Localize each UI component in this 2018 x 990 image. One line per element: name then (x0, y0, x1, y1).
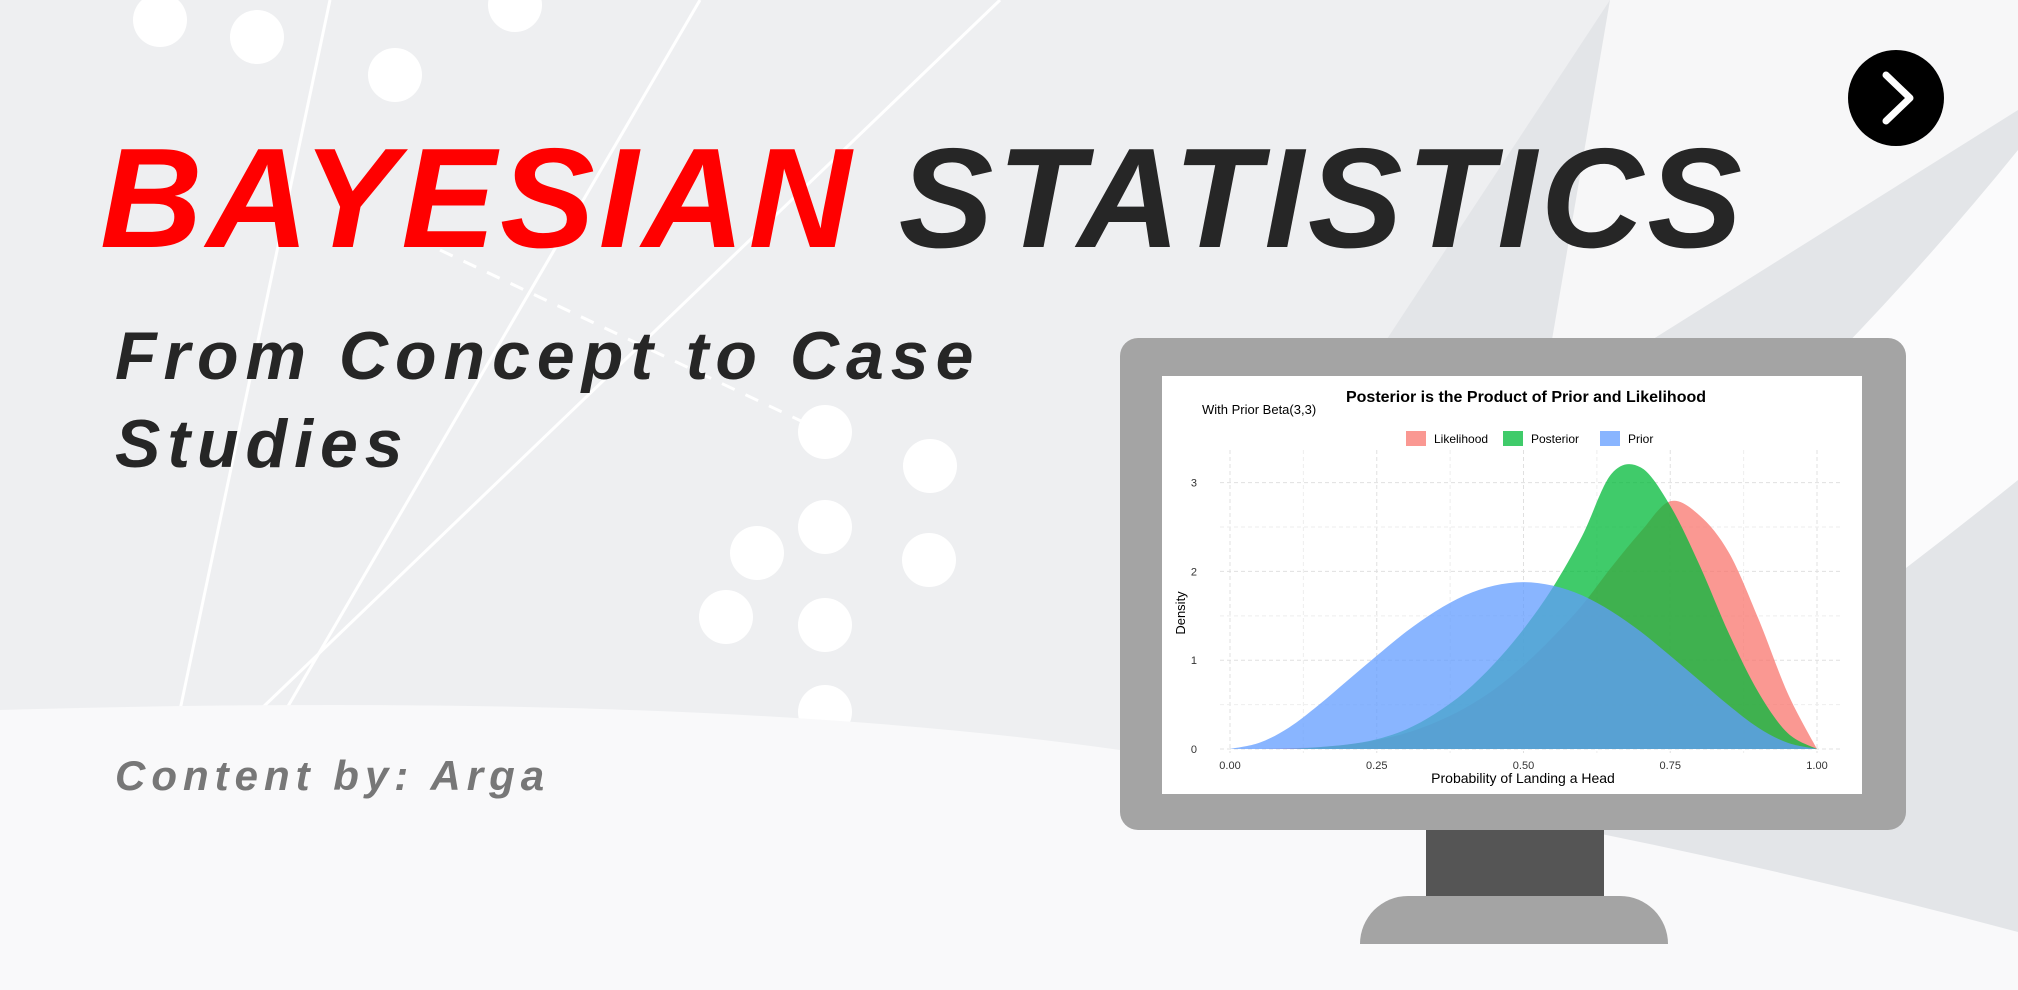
monitor-screen: Posterior is the Product of Prior and Li… (1162, 376, 1862, 794)
chart-legend: Likelihood Posterior Prior (1406, 431, 1653, 446)
legend-label: Likelihood (1434, 432, 1488, 446)
y-tick-label: 3 (1191, 478, 1197, 490)
y-tick-label: 1 (1191, 655, 1197, 667)
subtitle: From Concept to Case Studies (115, 318, 981, 482)
density-chart: Posterior is the Product of Prior and Li… (1173, 389, 1842, 786)
x-axis-ticks: 0.00 0.25 0.50 0.75 1.00 (1219, 760, 1827, 772)
legend-label: Posterior (1531, 432, 1579, 446)
y-axis-label: Density (1173, 591, 1188, 635)
legend-key-likelihood (1406, 431, 1426, 446)
x-tick-label: 0.50 (1513, 760, 1534, 772)
chart-areas (1230, 464, 1817, 749)
headline-accent-word: BAYESIAN (100, 119, 856, 278)
headline-word: STATISTICS (898, 119, 1746, 278)
y-tick-label: 0 (1191, 744, 1197, 756)
legend-key-posterior (1503, 431, 1523, 446)
x-tick-label: 0.00 (1219, 760, 1240, 772)
monitor-illustration: Posterior is the Product of Prior and Li… (1120, 338, 1906, 944)
area-prior (1230, 582, 1817, 749)
x-tick-label: 0.25 (1366, 760, 1387, 772)
legend-label: Prior (1628, 432, 1653, 446)
x-axis-label: Probability of Landing a Head (1431, 770, 1615, 786)
headline: BAYESIAN STATISTICS (100, 128, 1746, 270)
x-tick-label: 0.75 (1660, 760, 1681, 772)
chart-subtitle: With Prior Beta(3,3) (1202, 402, 1316, 417)
author-credit: Content by: Arga (115, 752, 551, 799)
y-axis-ticks: 0 1 2 3 (1191, 478, 1197, 756)
chart-title: Posterior is the Product of Prior and Li… (1346, 389, 1706, 406)
monitor-neck (1426, 830, 1604, 900)
x-tick-label: 1.00 (1806, 760, 1827, 772)
monitor-base (1360, 896, 1668, 944)
chevron-right-icon (1882, 71, 1914, 125)
next-slide-button[interactable] (1848, 50, 1944, 146)
y-tick-label: 2 (1191, 566, 1197, 578)
legend-key-prior (1600, 431, 1620, 446)
